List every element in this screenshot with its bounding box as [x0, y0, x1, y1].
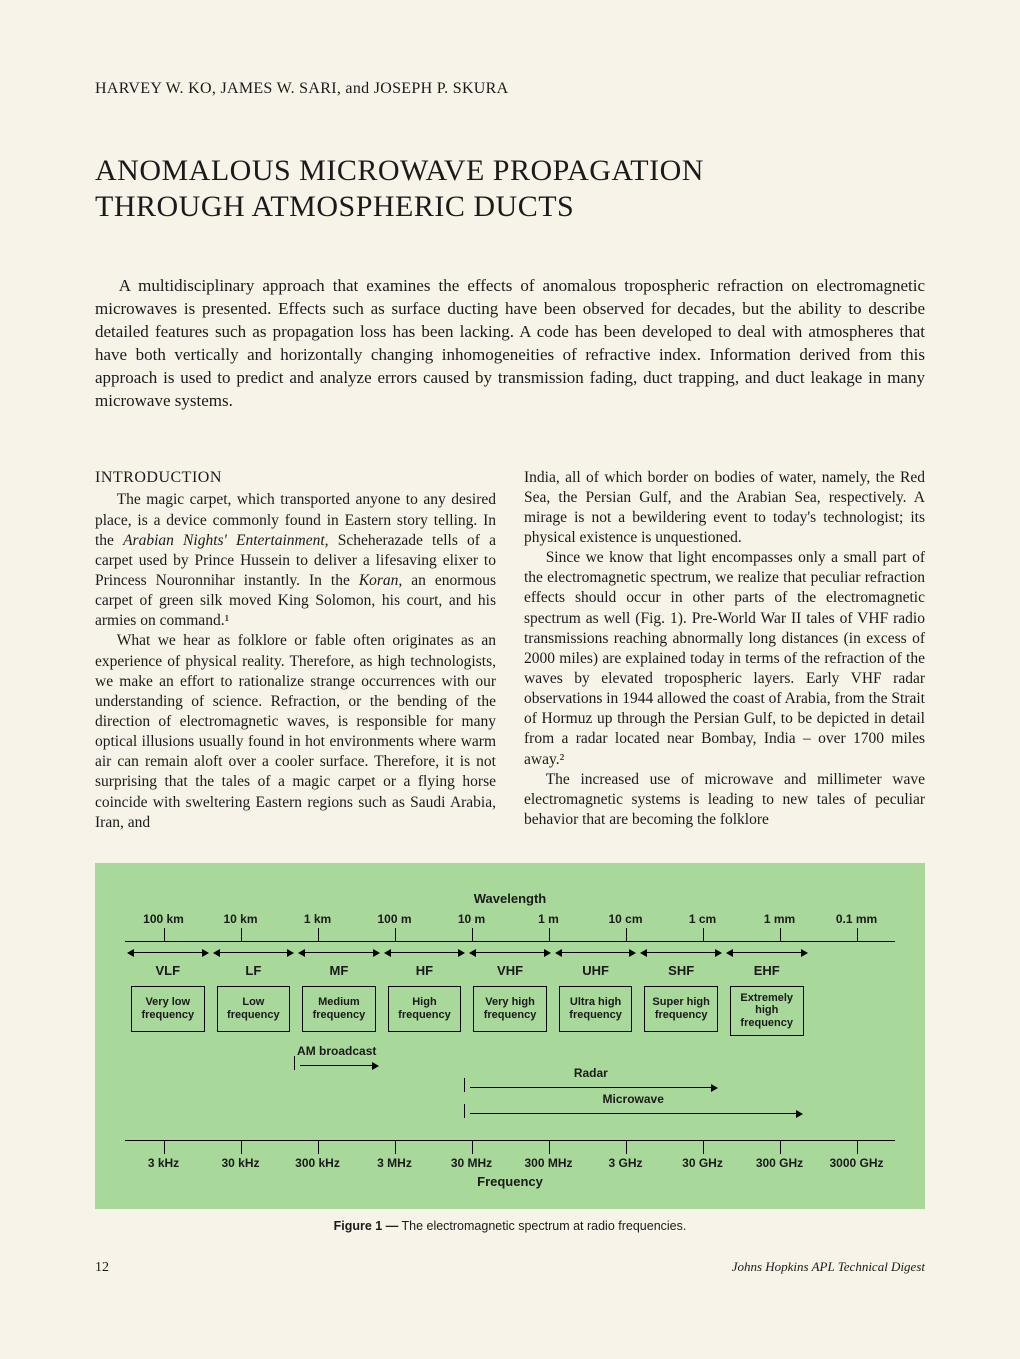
paragraph: What we hear as folklore or fable often …	[95, 631, 496, 832]
sub-band: AM broadcast	[294, 1044, 379, 1070]
frequency-tick: 300 MHz	[510, 1156, 587, 1170]
frequency-tick: 300 GHz	[741, 1156, 818, 1170]
spectrum-diagram: Wavelength 100 km10 km1 km100 m10 m1 m10…	[95, 863, 925, 1209]
frequency-axis-label: Frequency	[125, 1174, 895, 1189]
paragraph: The magic carpet, which transported anyo…	[95, 490, 496, 631]
band-name: Medium frequency	[302, 986, 376, 1032]
title-line-1: ANOMALOUS MICROWAVE PROPAGATION	[95, 154, 704, 187]
frequency-tick: 3 GHz	[587, 1156, 664, 1170]
title-line-2: THROUGH ATMOSPHERIC DUCTS	[95, 190, 574, 223]
authors-line: HARVEY W. KO, JAMES W. SARI, and JOSEPH …	[95, 80, 925, 98]
abstract: A multidisciplinary approach that examin…	[95, 275, 925, 413]
band-abbrev: VLF	[125, 963, 211, 978]
wavelength-scale: 100 km10 km1 km100 m10 m1 m10 cm1 cm1 mm…	[125, 912, 895, 926]
column-right: India, all of which border on bodies of …	[524, 468, 925, 833]
paragraph: India, all of which border on bodies of …	[524, 468, 925, 549]
wavelength-tick: 100 m	[356, 912, 433, 926]
sub-band: Microwave	[464, 1092, 803, 1118]
band-name: Low frequency	[217, 986, 291, 1032]
wavelength-tick: 1 cm	[664, 912, 741, 926]
frequency-tick: 3000 GHz	[818, 1156, 895, 1170]
band-abbrev: EHF	[724, 963, 810, 978]
paper-title: ANOMALOUS MICROWAVE PROPAGATION THROUGH …	[95, 153, 925, 225]
band-abbrev: MF	[296, 963, 382, 978]
frequency-tick: 30 GHz	[664, 1156, 741, 1170]
frequency-scale: 3 kHz30 kHz300 kHz3 MHz30 MHz300 MHz3 GH…	[125, 1156, 895, 1170]
page-footer: 12 Johns Hopkins APL Technical Digest	[95, 1259, 925, 1276]
section-heading: INTRODUCTION	[95, 468, 496, 489]
journal-name: Johns Hopkins APL Technical Digest	[732, 1259, 925, 1275]
band-arrows-row	[125, 946, 895, 956]
band-abbrev-row: VLFLFMFHFVHFUHFSHFEHF	[125, 960, 895, 980]
wavelength-tick: 10 m	[433, 912, 510, 926]
band-name: High frequency	[388, 986, 462, 1032]
figure-1: Wavelength 100 km10 km1 km100 m10 m1 m10…	[95, 863, 925, 1233]
frequency-tick: 3 kHz	[125, 1156, 202, 1170]
frequency-tick: 300 kHz	[279, 1156, 356, 1170]
wavelength-axis-label: Wavelength	[125, 891, 895, 906]
band-abbrev: HF	[382, 963, 468, 978]
band-name: Very low frequency	[131, 986, 205, 1032]
paragraph: The increased use of microwave and milli…	[524, 770, 925, 830]
band-abbrev: VHF	[467, 963, 553, 978]
body-columns: INTRODUCTION The magic carpet, which tra…	[95, 468, 925, 833]
sub-band: Radar	[464, 1066, 718, 1092]
frequency-tick-marks	[125, 1140, 895, 1154]
wavelength-tick: 10 km	[202, 912, 279, 926]
wavelength-tick: 10 cm	[587, 912, 664, 926]
frequency-tick: 30 kHz	[202, 1156, 279, 1170]
wavelength-tick: 1 km	[279, 912, 356, 926]
band-name: Super high frequency	[644, 986, 718, 1032]
band-name-row: Very low frequency Low frequencyMedium fr…	[125, 984, 895, 1038]
band-name: Ultra high frequency	[559, 986, 633, 1032]
band-abbrev: UHF	[553, 963, 639, 978]
band-abbrev: LF	[211, 963, 297, 978]
band-name: Extremely high frequency	[730, 986, 804, 1036]
wavelength-tick: 1 mm	[741, 912, 818, 926]
page-number: 12	[95, 1260, 109, 1276]
paragraph: Since we know that light encompasses onl…	[524, 548, 925, 770]
band-abbrev: SHF	[638, 963, 724, 978]
wavelength-tick-marks	[125, 928, 895, 942]
band-name: Very high frequency	[473, 986, 547, 1032]
figure-caption: Figure 1 — The electromagnetic spectrum …	[95, 1219, 925, 1233]
sub-band-area: AM broadcast RadarMicrowave	[125, 1044, 895, 1134]
wavelength-tick: 1 m	[510, 912, 587, 926]
frequency-tick: 30 MHz	[433, 1156, 510, 1170]
wavelength-tick: 100 km	[125, 912, 202, 926]
column-left: INTRODUCTION The magic carpet, which tra…	[95, 468, 496, 833]
frequency-tick: 3 MHz	[356, 1156, 433, 1170]
wavelength-tick: 0.1 mm	[818, 912, 895, 926]
